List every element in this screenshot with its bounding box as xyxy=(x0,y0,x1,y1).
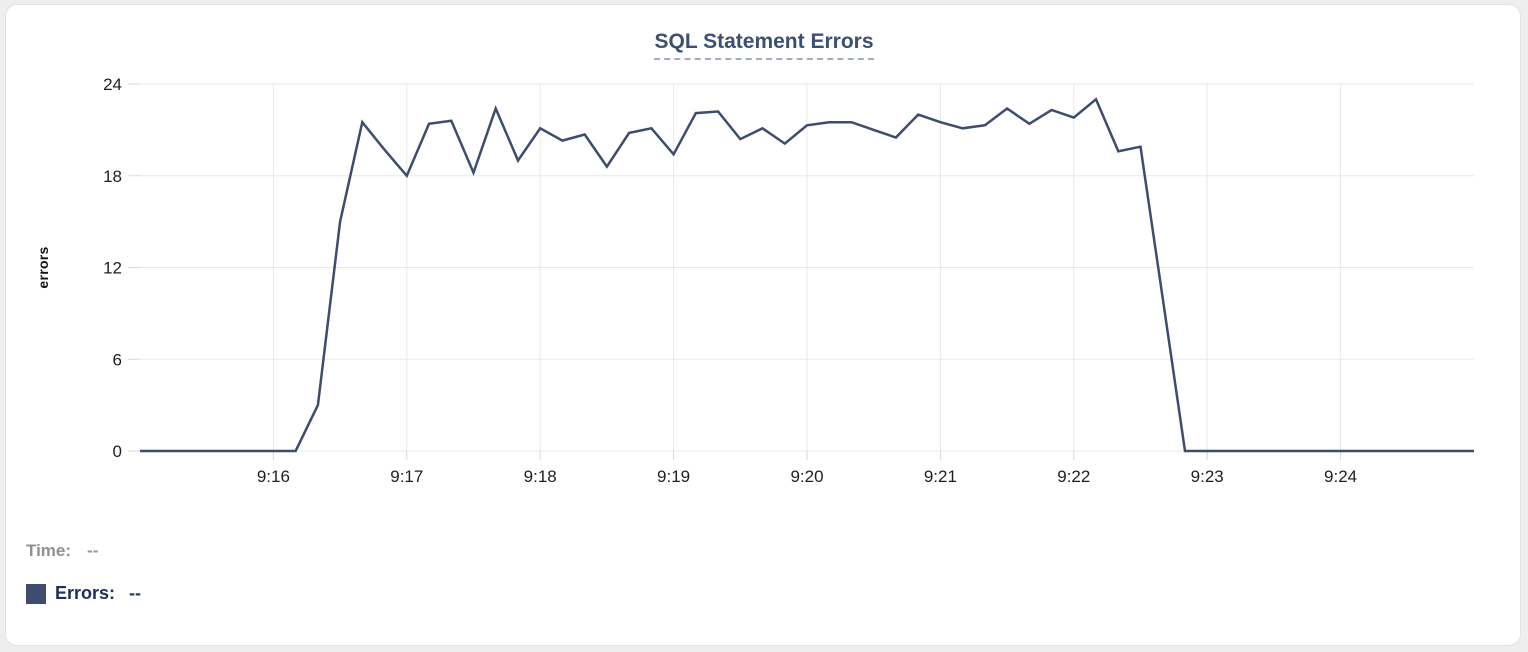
y-tick-label: 18 xyxy=(103,167,122,186)
x-tick-label: 9:17 xyxy=(390,467,423,486)
x-tick-label: 9:16 xyxy=(257,467,290,486)
x-tick-label: 9:24 xyxy=(1324,467,1357,486)
errors-series-line xyxy=(140,97,1474,453)
x-tick-label: 9:20 xyxy=(790,467,823,486)
x-tick-label: 9:19 xyxy=(657,467,690,486)
y-tick-label: 6 xyxy=(113,350,122,369)
errors-line-chart[interactable]: 0 6 12 18 24 9:16 9:17 9:18 9:19 9:20 9:21 9:22 9:23… xyxy=(0,0,1528,500)
time-readout: Time: -- xyxy=(26,541,98,561)
x-tick-label: 9:23 xyxy=(1191,467,1224,486)
time-value: -- xyxy=(87,541,99,560)
errors-value: -- xyxy=(129,583,142,603)
errors-series-swatch xyxy=(26,583,46,604)
y-tick-label: 12 xyxy=(103,259,122,278)
chart-title[interactable]: SQL Statement Errors xyxy=(654,30,874,60)
time-label: Time: xyxy=(26,541,72,560)
x-tick-label: 9:18 xyxy=(524,467,557,486)
y-tick-label: 24 xyxy=(103,75,122,94)
errors-label: Errors: xyxy=(55,583,116,603)
x-tick-label: 9:22 xyxy=(1057,467,1090,486)
chart-title-wrap: SQL Statement Errors xyxy=(0,30,1528,60)
errors-readout: Errors: -- xyxy=(26,583,141,604)
x-tick-label: 9:21 xyxy=(924,467,957,486)
y-axis-title: errors xyxy=(35,246,51,288)
chart-card xyxy=(5,4,1521,646)
y-tick-label: 0 xyxy=(113,442,122,461)
